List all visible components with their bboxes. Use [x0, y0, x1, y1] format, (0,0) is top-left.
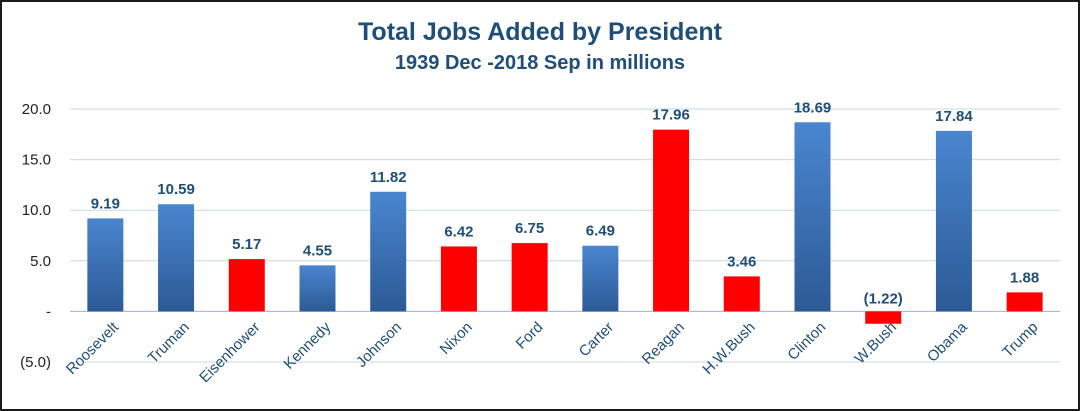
y-tick-label: 20.0: [22, 101, 51, 118]
bar: [370, 191, 407, 312]
data-label: 5.17: [232, 236, 261, 253]
data-label: 18.69: [794, 99, 832, 116]
x-axis-categories: Roosevelt Truman Eisenhower Kennedy Johnson N…: [63, 318, 1041, 386]
data-label: 17.96: [652, 107, 690, 124]
y-tick-label: -: [46, 303, 51, 320]
chart-subtitle: 1939 Dec -2018 Sep in millions: [394, 52, 686, 74]
data-label: 17.84: [935, 108, 973, 125]
bar: [511, 243, 548, 312]
data-label: 6.75: [515, 220, 544, 237]
x-category-label: W.Bush: [851, 319, 900, 368]
data-label: 11.82: [370, 169, 407, 186]
y-axis-ticks: 20.0 15.0 10.0 5.0 - (5.0): [20, 101, 51, 371]
x-category-label: Roosevelt: [63, 318, 123, 378]
bar: [582, 245, 619, 312]
data-label: 6.42: [444, 223, 473, 240]
data-label: (1.22): [864, 290, 903, 307]
bar: [865, 311, 902, 324]
chart-title: Total Jobs Added by President: [358, 18, 722, 46]
bar: [1006, 292, 1043, 312]
bar: [158, 204, 195, 312]
x-category-label: Carter: [576, 319, 617, 360]
bar: [299, 265, 336, 312]
bar: [228, 259, 265, 312]
data-label: 9.19: [91, 195, 120, 212]
gridlines: [70, 108, 1060, 363]
data-label: 10.59: [157, 181, 195, 198]
x-category-label: Johnson: [353, 319, 405, 371]
bar: [653, 129, 690, 312]
bar: [935, 130, 972, 312]
data-label: 3.46: [727, 253, 756, 270]
x-category-label: Ford: [513, 319, 547, 353]
x-category-label: Reagan: [639, 319, 688, 368]
x-category-label: Trump: [999, 319, 1041, 361]
bar: [723, 276, 760, 312]
y-tick-label: 10.0: [22, 202, 51, 219]
bars: [87, 122, 1043, 324]
x-category-label: H.W.Bush: [699, 319, 758, 378]
bar: [794, 122, 831, 312]
x-category-label: Truman: [145, 319, 193, 367]
bar: [87, 218, 124, 312]
bar: [440, 246, 477, 312]
data-label: 4.55: [303, 242, 332, 259]
data-label: 6.49: [586, 223, 615, 240]
y-tick-label: (5.0): [20, 354, 51, 371]
y-tick-label: 5.0: [30, 253, 51, 270]
data-label: 1.88: [1010, 269, 1039, 286]
x-category-label: Kennedy: [280, 318, 334, 372]
x-category-label: Clinton: [784, 319, 829, 364]
data-labels: 9.19 10.59 5.17 4.55 11.82 6.42 6.75 6.49 17.96 3…: [91, 99, 1039, 307]
y-tick-label: 15.0: [22, 152, 51, 169]
x-category-label: Eisenhower: [196, 319, 263, 386]
x-category-label: Nixon: [437, 319, 476, 358]
x-category-label: Obama: [924, 318, 971, 365]
